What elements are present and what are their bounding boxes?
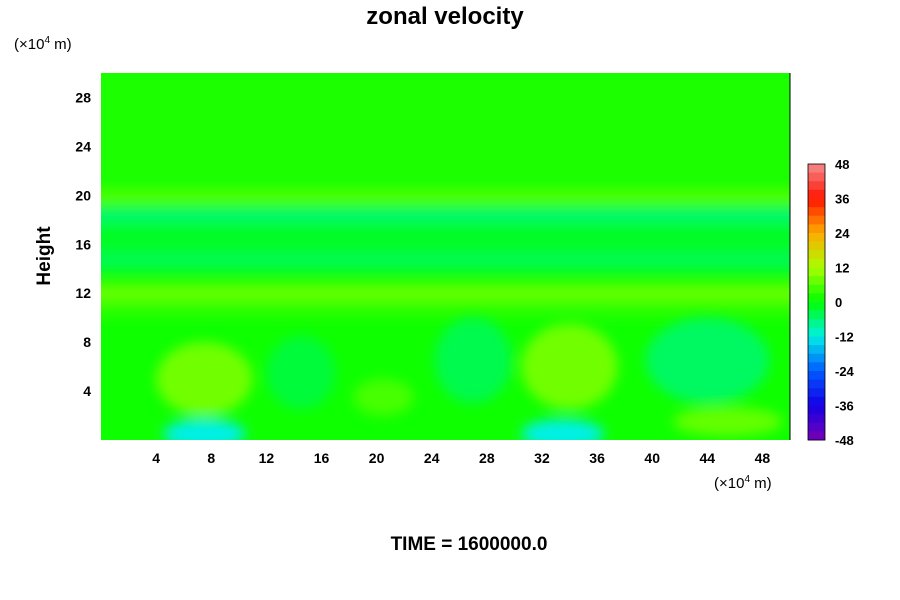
- colorbar-segment: [808, 362, 825, 372]
- y-tick-label: 16: [75, 236, 91, 252]
- colorbar-segment: [808, 371, 825, 381]
- y-tick-label: 8: [83, 334, 91, 350]
- colorbar-segment: [808, 215, 825, 225]
- heatmap-band-3: [101, 225, 790, 247]
- heatmap-feature-8: [521, 419, 604, 440]
- y-tick-label: 4: [83, 383, 91, 399]
- heatmap-band-5: [101, 283, 790, 302]
- heatmap-feature-3: [434, 317, 512, 404]
- x-tick-label: 44: [700, 450, 716, 466]
- colorbar-segment: [808, 422, 825, 432]
- colorbar-label: -24: [835, 364, 855, 379]
- x-tick-label: 40: [644, 450, 660, 466]
- colorbar-segment: [808, 258, 825, 268]
- colorbar-segment: [808, 336, 825, 346]
- colorbar-segment: [808, 353, 825, 363]
- colorbar-segment: [808, 267, 825, 277]
- x-unit-label: (×104 m): [714, 474, 772, 492]
- x-tick-label: 4: [152, 450, 160, 466]
- x-tick-label: 32: [534, 450, 550, 466]
- colorbar-label: 24: [835, 226, 850, 241]
- colorbar-segment: [808, 250, 825, 260]
- heatmap-feature-7: [163, 419, 246, 440]
- heatmap-feature-6: [672, 406, 784, 437]
- x-tick-label: 24: [424, 450, 440, 466]
- colorbar-labels: 48 36 24 12 0 -12 -24 -36 -48: [835, 157, 855, 448]
- heatmap-band-1: [101, 191, 790, 204]
- colorbar-segment: [808, 414, 825, 424]
- y-tick-label: 20: [75, 187, 91, 203]
- colorbar-label: 0: [835, 295, 842, 310]
- heatmap-bands: [101, 73, 790, 318]
- x-tick-label: 48: [755, 450, 771, 466]
- colorbar-segment: [808, 396, 825, 406]
- colorbar-segment: [808, 293, 825, 303]
- y-tick-label: 24: [75, 138, 91, 154]
- heatmap-feature-0: [156, 342, 253, 416]
- x-tick-labels: 4 8 12 16 20 24 28 32 36 40 44 48: [152, 450, 770, 466]
- colorbar-label: -12: [835, 330, 854, 345]
- colorbar-segment: [808, 241, 825, 251]
- x-tick-label: 8: [207, 450, 215, 466]
- colorbar-segment: [808, 164, 825, 174]
- y-unit-label: (×104 m): [14, 35, 72, 53]
- time-label: TIME = 1600000.0: [391, 534, 548, 555]
- colorbar-segment: [808, 189, 825, 199]
- x-tick-label: 36: [589, 450, 605, 466]
- heatmap-band-6: [101, 302, 790, 318]
- heatmap-band-0: [101, 73, 790, 190]
- colorbar-label: 48: [835, 157, 849, 172]
- y-tick-label: 12: [75, 285, 91, 301]
- colorbar-segment: [808, 224, 825, 234]
- colorbar-segment: [808, 302, 825, 312]
- colorbar-segment: [808, 345, 825, 355]
- heatmap-features: [156, 317, 784, 440]
- colorbar-segment: [808, 388, 825, 398]
- y-tick-label: 28: [75, 89, 91, 105]
- colorbar-label: -48: [835, 433, 854, 448]
- colorbar-segment: [808, 181, 825, 191]
- x-tick-label: 16: [314, 450, 330, 466]
- y-axis-label: Height: [34, 226, 55, 286]
- heatmap-band-4: [101, 249, 790, 272]
- colorbar-label: 12: [835, 261, 849, 276]
- colorbar-segment: [808, 172, 825, 182]
- colorbar-segment: [808, 207, 825, 217]
- colorbar-segment: [808, 379, 825, 389]
- colorbar-segment: [808, 319, 825, 329]
- colorbar-label: 36: [835, 192, 849, 207]
- colorbar: [807, 163, 826, 441]
- x-tick-label: 12: [259, 450, 275, 466]
- colorbar-label: -36: [835, 399, 854, 414]
- heatmap-feature-1: [521, 323, 618, 410]
- x-tick-label: 20: [369, 450, 385, 466]
- colorbar-segment: [808, 276, 825, 286]
- heatmap-band-2: [101, 207, 790, 224]
- y-tick-labels: 4 8 12 16 20 24 28: [75, 89, 91, 399]
- colorbar-segment: [808, 198, 825, 208]
- heatmap-feature-4: [645, 317, 770, 404]
- colorbar-frame: [807, 163, 826, 441]
- colorbar-segment: [808, 233, 825, 243]
- heatmap-feature-2: [266, 336, 336, 410]
- colorbar-segment: [808, 327, 825, 337]
- colorbar-segment: [808, 431, 825, 441]
- heatmap-plot-area: [101, 73, 790, 440]
- colorbar-segment: [808, 405, 825, 415]
- heatmap-feature-5: [353, 378, 414, 416]
- colorbar-segment: [808, 284, 825, 294]
- colorbar-segment: [808, 310, 825, 320]
- x-tick-label: 28: [479, 450, 495, 466]
- chart-title: zonal velocity: [366, 3, 524, 30]
